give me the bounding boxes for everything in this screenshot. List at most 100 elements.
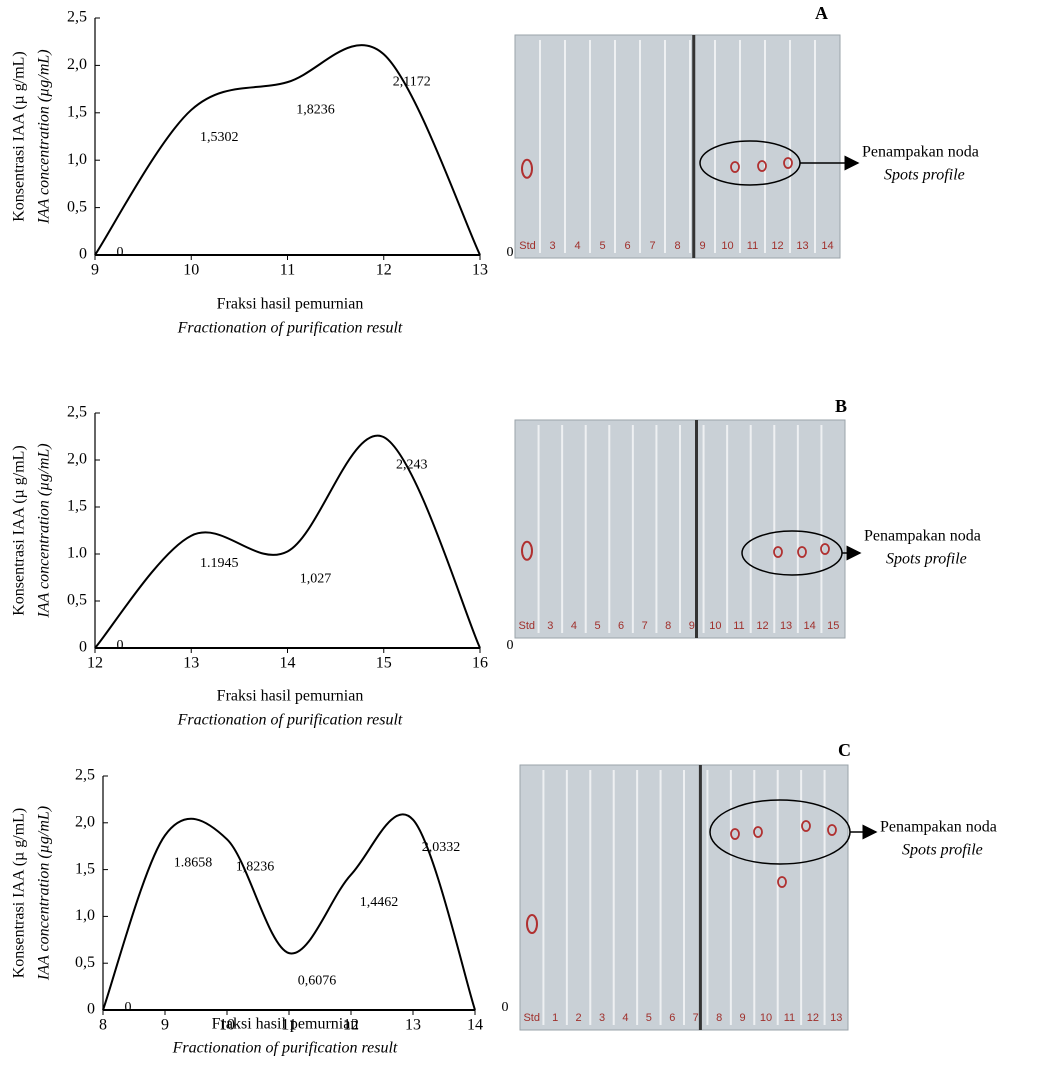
lane-label: 6 xyxy=(669,1012,675,1024)
lane-label: Std xyxy=(519,620,536,632)
x-tick-label: 13 xyxy=(405,1017,421,1034)
lane-label: 8 xyxy=(716,1012,722,1024)
y-tick-label: 2,0 xyxy=(67,451,87,468)
lane-label: 7 xyxy=(649,240,655,252)
x-tick-label: 10 xyxy=(219,1017,235,1034)
x-tick-label: 12 xyxy=(343,1017,359,1034)
data-label: 0 xyxy=(507,245,514,260)
lane-label: 5 xyxy=(599,240,605,252)
y-axis-title: Konsentrasi IAA (µ g/mL) xyxy=(11,445,28,616)
lane-label: 5 xyxy=(646,1012,652,1024)
y-tick-label: 2,0 xyxy=(67,56,87,73)
line-series xyxy=(94,44,481,256)
line-series xyxy=(94,434,481,649)
x-tick-label: 11 xyxy=(280,262,295,279)
x-tick-label: 15 xyxy=(376,655,392,672)
data-label: 1.8658 xyxy=(174,856,213,871)
spot xyxy=(801,820,811,832)
y-tick-label: 0 xyxy=(79,639,87,656)
data-label: 0 xyxy=(117,638,124,653)
lane-label: Std xyxy=(519,240,536,252)
data-label: 1,8236 xyxy=(236,860,275,875)
lane-label: 15 xyxy=(827,620,839,632)
spot xyxy=(757,160,767,172)
lane-label: 10 xyxy=(760,1012,772,1024)
spot xyxy=(783,157,793,169)
x-tick-label: 13 xyxy=(183,655,199,672)
x-axis-title-en: Fractionation of purification result xyxy=(177,320,403,337)
y-tick-label: 0,5 xyxy=(67,592,87,609)
spot xyxy=(753,826,763,838)
y-axis-title: Konsentrasi IAA (µ g/mL) xyxy=(11,51,28,222)
x-tick-label: 12 xyxy=(87,655,103,672)
std-spot xyxy=(521,158,533,179)
lane-label: 13 xyxy=(780,620,792,632)
x-tick-label: 11 xyxy=(281,1017,296,1034)
tlc-plate xyxy=(514,34,841,259)
y-tick-label: 0 xyxy=(79,246,87,263)
spot xyxy=(730,161,740,173)
y-tick-label: 1,5 xyxy=(75,860,95,877)
y-tick-label: 1,5 xyxy=(67,498,87,515)
panel-label: C xyxy=(838,740,851,760)
spot xyxy=(773,546,783,558)
panel-label: B xyxy=(835,396,847,416)
y-tick-label: 0,5 xyxy=(75,954,95,971)
y-tick-label: 0,5 xyxy=(67,198,87,215)
annotation-en: Spots profile xyxy=(902,842,983,859)
lane-label: 7 xyxy=(693,1012,699,1024)
y-tick-label: 2,0 xyxy=(75,813,95,830)
lane-label: 6 xyxy=(624,240,630,252)
lane-label: 2 xyxy=(576,1012,582,1024)
lane-label: 12 xyxy=(771,240,783,252)
y-axis-title: Konsentrasi IAA (µ g/mL) xyxy=(11,808,28,979)
data-label: 0 xyxy=(507,638,514,653)
spot xyxy=(730,828,740,840)
y-tick-label: 2,5 xyxy=(67,404,87,421)
lane-label: 6 xyxy=(618,620,624,632)
x-tick-label: 10 xyxy=(183,262,199,279)
annotation: Penampakan noda xyxy=(880,819,997,836)
lane-label: 11 xyxy=(784,1012,795,1024)
data-label: 2,243 xyxy=(396,457,428,472)
std-spot xyxy=(521,540,533,561)
annotation-en: Spots profile xyxy=(884,167,965,184)
spot xyxy=(820,543,830,555)
x-tick-label: 8 xyxy=(99,1017,107,1034)
lane-label: 9 xyxy=(699,240,705,252)
lane-label: 10 xyxy=(721,240,733,252)
data-label: 1,4462 xyxy=(360,895,399,910)
data-label: 0,6076 xyxy=(298,973,337,988)
lane-label: 11 xyxy=(747,240,758,252)
lane-label: 8 xyxy=(665,620,671,632)
lane-label: 9 xyxy=(740,1012,746,1024)
x-axis-title: Fraksi hasil pemurnian xyxy=(217,688,364,705)
data-label: 1,027 xyxy=(300,572,332,587)
x-tick-label: 9 xyxy=(91,262,99,279)
data-label: 1,8236 xyxy=(296,102,335,117)
lane-label: 8 xyxy=(674,240,680,252)
y-axis-title-en: IAA concentration (µg/mL) xyxy=(36,49,53,224)
x-axis-title-en: Fractionation of purification result xyxy=(177,712,403,729)
line-series xyxy=(102,813,476,1011)
data-label: 0 xyxy=(125,1000,132,1015)
x-axis-title-en: Fractionation of purification result xyxy=(172,1040,398,1057)
lane-label: 5 xyxy=(594,620,600,632)
y-tick-label: 2,5 xyxy=(75,767,95,784)
x-axis-title: Fraksi hasil pemurnian xyxy=(212,1016,359,1033)
y-tick-label: 1,0 xyxy=(75,907,95,924)
lane-label: 4 xyxy=(571,620,577,632)
y-tick-label: 2,5 xyxy=(67,9,87,26)
x-axis-title: Fraksi hasil pemurnian xyxy=(217,296,364,313)
x-tick-label: 16 xyxy=(472,655,488,672)
lane-label: 14 xyxy=(821,240,833,252)
lane-label: 11 xyxy=(733,620,744,632)
lane-label: 12 xyxy=(756,620,768,632)
lane-label: 7 xyxy=(642,620,648,632)
data-label: 1,5302 xyxy=(200,130,239,145)
annotation: Penampakan noda xyxy=(862,144,979,161)
lane-label: 10 xyxy=(709,620,721,632)
lane-label: 3 xyxy=(547,620,553,632)
lane-label: 14 xyxy=(804,620,816,632)
